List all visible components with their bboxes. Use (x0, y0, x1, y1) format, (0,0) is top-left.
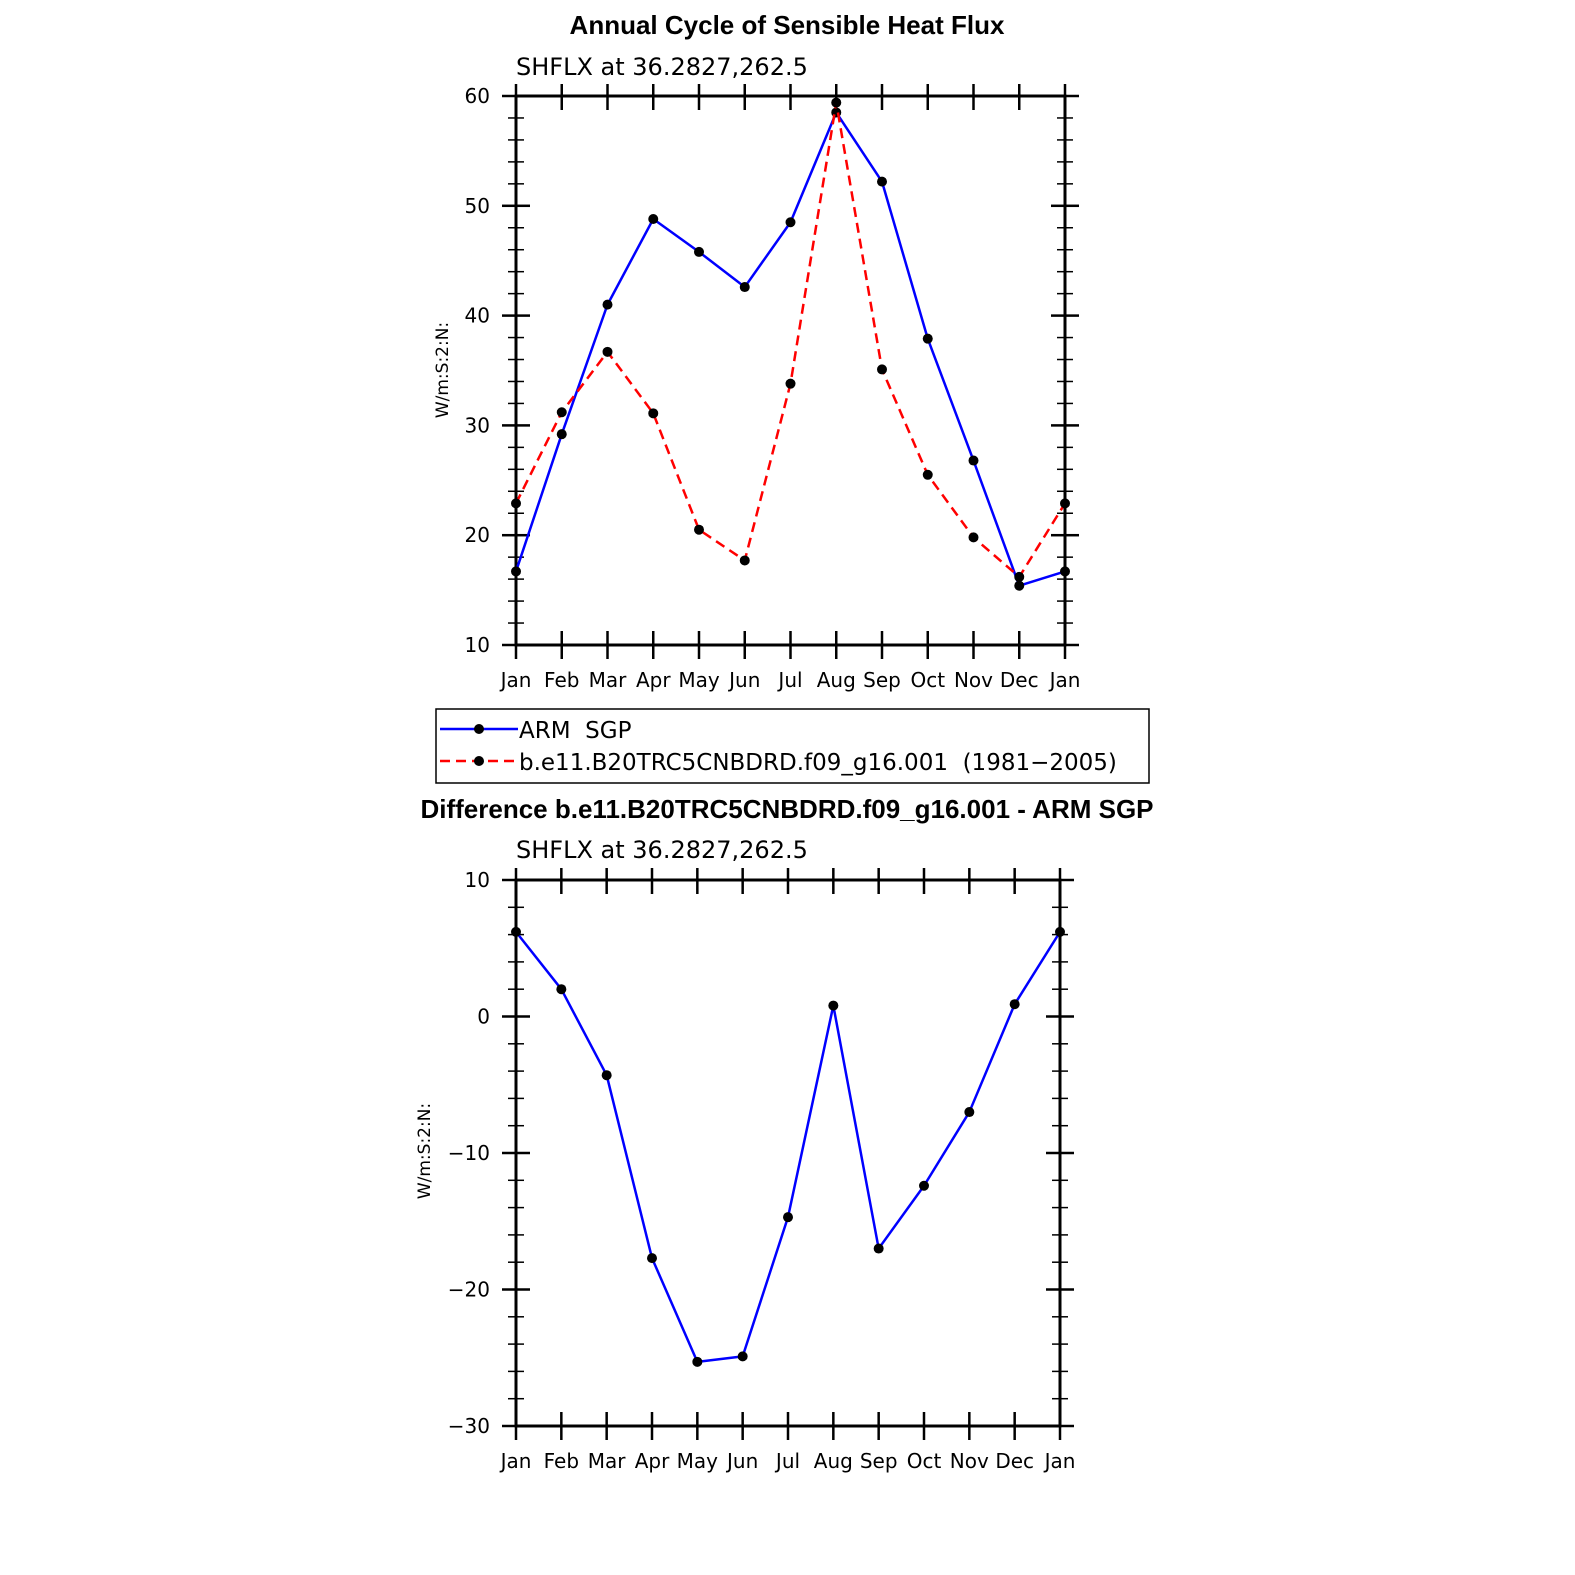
x-tick-label: Jan (1048, 668, 1081, 692)
chart-subtitle: SHFLX at 36.2827,262.5 (516, 836, 808, 864)
chart-title: Annual Cycle of Sensible Heat Flux (570, 10, 1005, 40)
series-line-0 (515, 931, 1062, 1364)
y-tick-label: 60 (465, 84, 490, 108)
x-tick-label: Dec (995, 1449, 1034, 1473)
data-point (831, 97, 842, 108)
legend-label-model: b.e11.B20TRC5CNBDRD.f09_g16.001 (1981−20… (519, 750, 1117, 776)
y-tick-label: 40 (465, 304, 490, 328)
data-point (694, 524, 704, 535)
x-tick-label: Apr (636, 668, 671, 692)
x-tick-label: Jun (727, 668, 760, 692)
x-tick-label: Nov (950, 1449, 989, 1473)
y-tick-label: 20 (465, 523, 490, 547)
x-tick-label: Oct (907, 1449, 942, 1473)
data-point (694, 246, 704, 257)
data-point (1060, 498, 1070, 509)
legend-label-arm-sgp: ARM SGP (519, 718, 632, 744)
x-tick-label: Apr (635, 1449, 670, 1473)
difference-chart: Difference b.e11.B20TRC5CNBDRD.f09_g16.0… (415, 794, 1154, 1473)
data-point (1055, 926, 1065, 937)
data-point (922, 333, 933, 344)
x-tick-label: Sep (863, 668, 901, 692)
data-point (877, 364, 887, 375)
x-tick-label: Aug (817, 668, 856, 692)
data-point (783, 1212, 793, 1223)
data-point (968, 532, 979, 543)
y-tick-label: 10 (465, 868, 490, 892)
axes: Jan Feb Mar Apr May Jun Jul Aug Sep Oct Nov Dec Jan−… (448, 868, 1076, 1473)
data-point (919, 1180, 929, 1191)
x-tick-label: May (678, 668, 720, 692)
legend: ARM SGP b.e11.B20TRC5CNBDRD.f09_g16.001 … (435, 708, 1150, 784)
x-tick-label: Sep (860, 1449, 898, 1473)
data-point (828, 1000, 839, 1011)
x-tick-label: Mar (588, 1449, 627, 1473)
legend-box (435, 708, 1150, 784)
data-point (1014, 580, 1025, 591)
y-tick-label: −10 (448, 1141, 490, 1165)
data-point (601, 1070, 612, 1081)
x-tick-label: Nov (954, 668, 993, 692)
x-tick-label: Mar (589, 668, 628, 692)
series-group (511, 926, 1065, 1367)
data-point (647, 1253, 657, 1264)
x-tick-label: Feb (544, 668, 579, 692)
data-point (877, 176, 887, 187)
y-tick-label: 0 (477, 1005, 490, 1029)
data-point (648, 408, 659, 419)
x-tick-label: Jul (774, 1449, 800, 1473)
legend-marker-arm-sgp (474, 724, 484, 734)
data-point (922, 469, 933, 480)
data-point (1014, 571, 1025, 582)
data-point (785, 217, 796, 228)
annual-cycle-chart: Annual Cycle of Sensible Heat Flux SHFLX… (433, 10, 1080, 692)
data-point (739, 555, 750, 566)
data-point (511, 498, 521, 509)
y-tick-label: 30 (465, 413, 490, 437)
x-tick-label: Dec (1000, 668, 1039, 692)
y-tick-label: −20 (448, 1278, 490, 1302)
data-point (692, 1356, 703, 1367)
data-point (511, 926, 521, 937)
series-line-1 (514, 101, 1067, 579)
data-point (968, 455, 979, 466)
y-axis-label: W/m:S:2:N: (433, 322, 453, 418)
plot-frame (514, 94, 1067, 647)
y-tick-label: 50 (465, 194, 490, 218)
data-point (737, 1351, 748, 1362)
x-tick-label: Jan (499, 668, 532, 692)
data-point (1060, 566, 1070, 577)
data-point (785, 378, 796, 389)
data-point (511, 566, 521, 577)
data-point (602, 346, 613, 357)
series-group (511, 97, 1070, 591)
chart-title: Difference b.e11.B20TRC5CNBDRD.f09_g16.0… (420, 794, 1153, 824)
x-tick-label: May (677, 1449, 719, 1473)
y-axis-label: W/m:S:2:N: (415, 1103, 435, 1199)
data-point (602, 299, 613, 310)
x-tick-label: Jun (725, 1449, 758, 1473)
series-line-0 (514, 111, 1066, 587)
x-tick-label: Oct (910, 668, 945, 692)
axes: Jan Feb Mar Apr May Jun Jul Aug Sep Oct Nov Dec Jan 1… (465, 84, 1081, 692)
chart-subtitle: SHFLX at 36.2827,262.5 (516, 53, 808, 81)
x-tick-label: Jan (1043, 1449, 1076, 1473)
plot-frame (514, 878, 1062, 1428)
data-point (556, 429, 567, 440)
x-tick-label: Aug (814, 1449, 853, 1473)
x-tick-label: Jul (776, 668, 802, 692)
data-point (1009, 999, 1020, 1010)
data-point (739, 282, 750, 293)
x-tick-label: Feb (544, 1449, 579, 1473)
y-tick-label: −30 (448, 1414, 490, 1438)
data-point (556, 407, 567, 418)
data-point (964, 1107, 975, 1118)
y-tick-label: 10 (465, 633, 490, 657)
data-point (648, 213, 659, 224)
data-point (873, 1243, 884, 1254)
data-point (556, 984, 567, 995)
x-tick-label: Jan (499, 1449, 532, 1473)
legend-marker-model (474, 756, 484, 766)
